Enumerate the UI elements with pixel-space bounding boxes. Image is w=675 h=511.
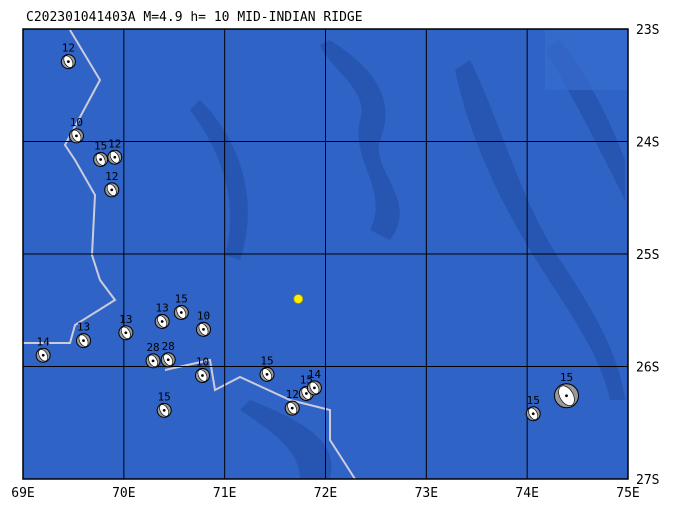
lon-label: 74E	[515, 486, 538, 501]
depth-label: 15	[94, 140, 107, 153]
depth-label: 10	[70, 116, 83, 129]
lat-label: 24S	[636, 136, 659, 151]
focal-mechanism	[35, 347, 51, 363]
lon-label: 73E	[415, 486, 438, 501]
depth-label: 14	[37, 335, 51, 348]
lon-label: 69E	[11, 486, 34, 501]
focal-mechanism	[284, 400, 300, 416]
depth-label: 12	[108, 137, 121, 150]
beachball-center	[201, 374, 204, 377]
focal-mechanism	[104, 182, 120, 198]
beachball-center	[162, 408, 166, 412]
depth-label: 10	[196, 356, 209, 369]
beachball-center	[179, 311, 183, 314]
beachball-center	[82, 339, 85, 343]
depth-label: 28	[162, 340, 175, 353]
map-frame	[22, 28, 629, 480]
beachball-center	[290, 406, 294, 410]
lat-label: 23S	[636, 23, 659, 38]
depth-label: 28	[146, 341, 159, 354]
focal-mechanism	[156, 402, 172, 418]
beachball-center	[113, 155, 117, 159]
depth-label: 13	[77, 321, 90, 334]
lon-label: 72E	[314, 486, 337, 501]
depth-label: 12	[105, 170, 118, 183]
focal-mechanism	[93, 152, 109, 167]
focal-mechanism	[107, 149, 123, 165]
depth-label: 15	[527, 394, 540, 407]
beachball-center	[160, 320, 164, 323]
bathymetry	[190, 40, 625, 478]
beachball-center	[202, 327, 205, 331]
lon-label: 75E	[616, 486, 639, 501]
lat-label: 27S	[636, 473, 659, 488]
shallow-area	[545, 30, 628, 90]
beachball-center	[151, 359, 155, 363]
focal-mechanism	[553, 383, 579, 409]
focal-mechanism	[195, 321, 211, 337]
depth-label: 13	[119, 313, 132, 326]
focal-mechanism	[160, 352, 176, 368]
beachball-center	[41, 353, 45, 357]
focal-mechanism	[525, 406, 541, 422]
beachball-center	[124, 331, 128, 335]
beachball-center	[531, 412, 535, 416]
lon-label: 70E	[112, 486, 135, 501]
epicenter	[293, 294, 304, 304]
depth-label: 15	[260, 354, 273, 367]
focal-mechanism	[60, 54, 76, 70]
focal-mechanism	[68, 128, 84, 144]
lat-label: 25S	[636, 248, 659, 263]
depth-label: 10	[197, 309, 210, 322]
focal-mechanism	[306, 380, 322, 396]
depth-label: 12	[286, 388, 299, 401]
lon-label: 71E	[213, 486, 236, 501]
depth-label: 15	[175, 293, 188, 306]
focal-mechanism	[194, 368, 210, 383]
focal-mechanism	[118, 325, 134, 341]
map-title: C202301041403A M=4.9 h= 10 MID-INDIAN RI…	[26, 10, 363, 25]
beachball-center	[99, 158, 103, 161]
ridge-line	[23, 29, 356, 480]
focal-mechanism	[145, 353, 161, 369]
depth-label: 12	[62, 42, 75, 55]
beachball-center	[565, 394, 568, 398]
beachball-center	[166, 358, 170, 362]
focal-mechanism	[76, 333, 91, 349]
beachball-center	[265, 372, 269, 376]
focal-mechanism	[154, 314, 170, 329]
beachball-center	[110, 188, 114, 192]
depth-label: 13	[156, 302, 169, 315]
depth-label: 14	[308, 368, 322, 381]
lat-label: 26S	[636, 361, 659, 376]
depth-label: 15	[560, 371, 573, 384]
focal-mechanism	[173, 305, 189, 320]
beachball-center	[304, 392, 308, 395]
focal-mechanism	[259, 366, 275, 382]
depth-label: 15	[158, 390, 171, 403]
beachball-center	[75, 134, 78, 138]
beachball-center	[66, 60, 70, 64]
beachball-center	[313, 386, 316, 390]
